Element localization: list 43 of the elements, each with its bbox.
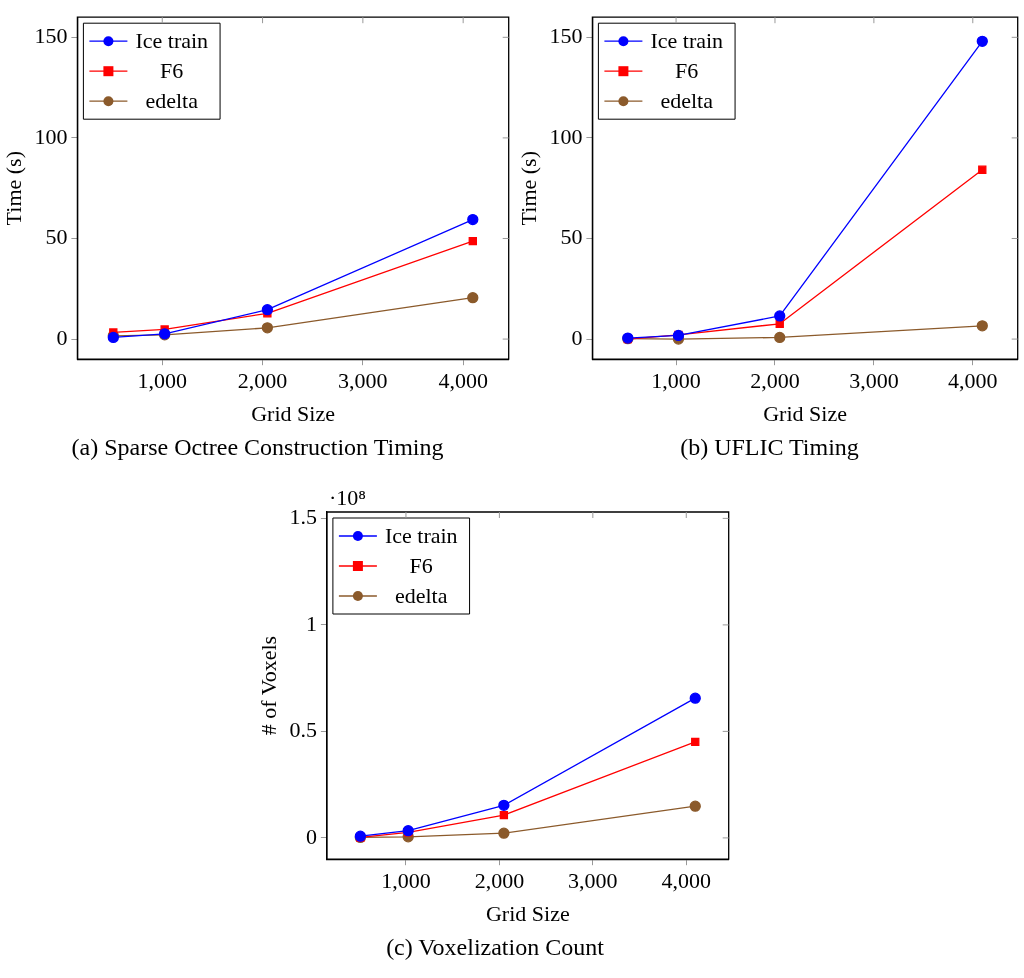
x-tick-label: 3,000 bbox=[849, 368, 899, 394]
y-axis-title: Time (s) bbox=[0, 151, 26, 226]
x-tick-label: 4,000 bbox=[661, 868, 712, 894]
legend-label: F6 bbox=[160, 57, 184, 83]
y-tick-label: 0 bbox=[571, 324, 583, 350]
y-tick-label: 100 bbox=[549, 123, 583, 149]
y-tick-label: 150 bbox=[549, 23, 583, 49]
text: (c) Voxelization Count bbox=[385, 934, 605, 961]
y-tick-label: 0.5 bbox=[289, 717, 317, 743]
x-tick-label: 4,000 bbox=[948, 368, 998, 394]
y-tick-label: 50 bbox=[45, 224, 68, 250]
y-tick-label: 100 bbox=[34, 123, 68, 149]
y-axis-title: Time (s) bbox=[515, 151, 541, 226]
legend-label: F6 bbox=[409, 552, 433, 578]
x-tick-label: 3,000 bbox=[568, 868, 618, 894]
legend-label: edelta bbox=[660, 87, 714, 113]
x-tick-label: 2,000 bbox=[474, 868, 525, 894]
x-axis-title: Grid Size bbox=[485, 900, 570, 926]
legend-label: Ice train bbox=[650, 27, 724, 53]
legend-label: edelta bbox=[394, 582, 448, 608]
x-tick-label: 3,000 bbox=[338, 368, 388, 394]
x-axis-title: Grid Size bbox=[251, 400, 335, 426]
legend-label: Ice train bbox=[135, 27, 209, 53]
y-tick-label: 50 bbox=[560, 224, 583, 250]
x-tick-label: 1,000 bbox=[651, 368, 701, 394]
text: (a) Sparse Octree Construction Timing bbox=[70, 434, 445, 461]
y-axis-title: # of Voxels bbox=[255, 635, 281, 736]
x-axis-title: Grid Size bbox=[763, 400, 847, 426]
x-tick-label: 1,000 bbox=[381, 868, 431, 894]
text: ·10⁸ bbox=[328, 484, 366, 510]
y-tick-label: 150 bbox=[34, 23, 68, 49]
y-tick-label: 1.5 bbox=[289, 504, 317, 530]
x-tick-label: 1,000 bbox=[137, 368, 188, 394]
y-tick-label: 0 bbox=[305, 823, 317, 849]
y-tick-label: 1 bbox=[305, 610, 317, 636]
legend-label: F6 bbox=[675, 57, 699, 83]
legend-label: edelta bbox=[145, 87, 199, 113]
x-tick-label: 4,000 bbox=[438, 368, 488, 394]
y-tick-label: 0 bbox=[56, 324, 68, 350]
x-tick-label: 2,000 bbox=[237, 368, 288, 394]
text: (b) UFLIC Timing bbox=[679, 434, 860, 461]
legend-label: Ice train bbox=[384, 522, 458, 548]
x-tick-label: 2,000 bbox=[750, 368, 800, 394]
